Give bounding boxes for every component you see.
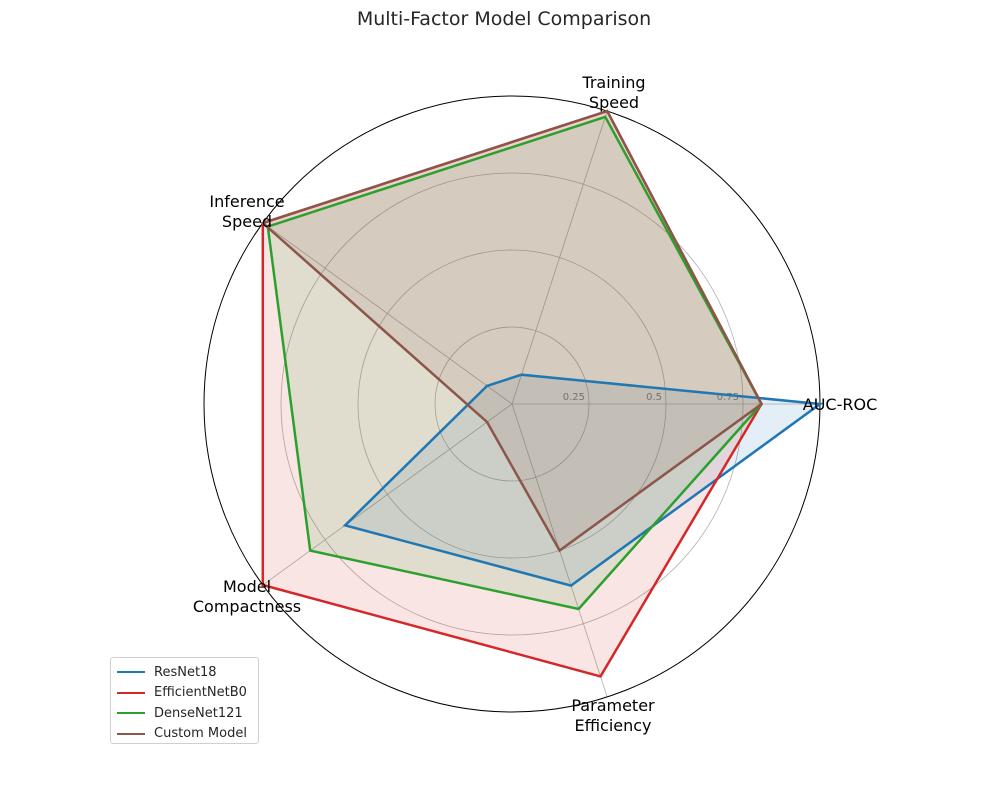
legend-item-resnet18: ResNet18 (117, 662, 258, 683)
series-line (260, 109, 764, 553)
axis-label-line: AUC-ROC (803, 395, 877, 414)
legend-swatch (117, 691, 145, 694)
grid-spoke (262, 403, 513, 586)
grid-spoke (262, 222, 513, 405)
axis-label-line: Compactness (193, 597, 301, 616)
series-area (262, 111, 762, 677)
grid-spoke (511, 110, 608, 405)
axis-label-line: Efficiency (574, 716, 651, 735)
legend-item-custom-model: Custom Model (117, 724, 258, 745)
legend-swatch (117, 712, 145, 715)
series-lines (260, 109, 824, 678)
legend-label: ResNet18 (154, 664, 217, 680)
axis-label-line: Speed (589, 93, 639, 112)
legend-label: Custom Model (154, 726, 247, 742)
axis-label: Training Speed (581, 73, 645, 112)
r-tick-label: 0.75 (717, 392, 739, 403)
legend: ResNet18 EfficientNetB0 DenseNet121 Cust… (110, 657, 259, 744)
axis-label-line: Model (223, 577, 271, 596)
series-area (262, 111, 762, 551)
r-tick-label: 0.5 (646, 392, 662, 403)
r-tick-label: 0.25 (563, 392, 585, 403)
series-fills (262, 111, 820, 677)
series-area (345, 374, 820, 586)
axis-label-line: Parameter (571, 696, 655, 715)
series-line (342, 373, 824, 587)
legend-label: DenseNet121 (154, 705, 243, 721)
legend-item-efficientnetb0: EfficientNetB0 (117, 683, 258, 704)
axis-label: Inference Speed (209, 192, 284, 231)
axis-label-line: Inference (209, 192, 284, 211)
series-line (266, 115, 764, 611)
legend-label: EfficientNetB0 (154, 685, 247, 701)
legend-swatch (117, 671, 145, 674)
legend-swatch (117, 732, 145, 735)
axis-label: Parameter Efficiency (571, 696, 655, 735)
series-area (267, 116, 762, 610)
chart-title: Multi-Factor Model Comparison (357, 8, 651, 30)
axis-label-line: Training (581, 73, 645, 92)
axis-label: AUC-ROC (803, 395, 877, 414)
axis-label: Model Compactness (193, 577, 301, 616)
legend-item-densenet121: DenseNet121 (117, 703, 258, 724)
axis-label-line: Speed (222, 212, 272, 231)
